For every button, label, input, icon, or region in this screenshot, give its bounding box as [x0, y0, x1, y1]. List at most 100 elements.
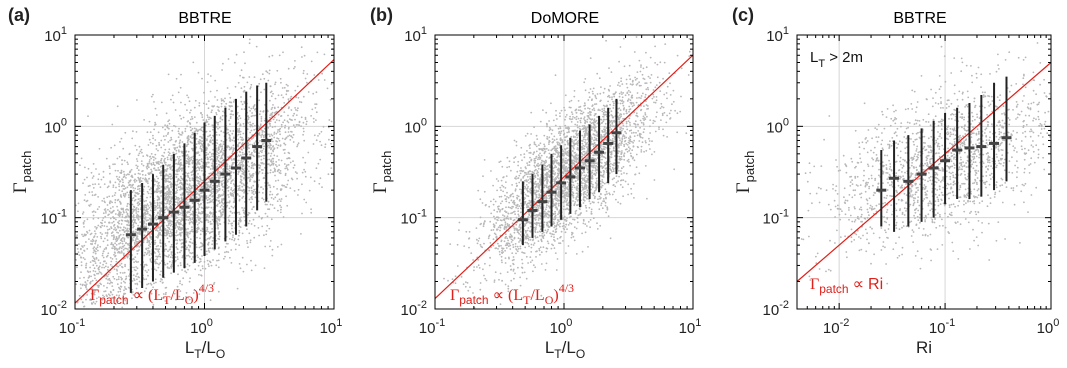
scatter-point	[232, 171, 235, 174]
scatter-point	[164, 198, 167, 201]
scatter-point	[147, 166, 150, 169]
scatter-point	[131, 280, 134, 282]
scatter-point	[302, 133, 304, 136]
scatter-point	[272, 185, 275, 188]
scatter-point	[164, 161, 167, 164]
scatter-point	[190, 186, 193, 189]
scatter-point	[253, 236, 256, 239]
scatter-point	[216, 225, 219, 227]
scatter-point	[240, 69, 243, 72]
scatter-point	[313, 134, 316, 137]
scatter-point	[168, 228, 171, 230]
scatter-point	[105, 277, 108, 280]
scatter-point	[194, 99, 197, 102]
scatter-point	[111, 281, 113, 284]
scatter-point	[127, 221, 130, 224]
scatter-point	[324, 146, 326, 149]
scatter-point	[178, 182, 181, 185]
scatter-point	[125, 288, 128, 290]
scatter-point	[132, 230, 135, 233]
scatter-point	[276, 188, 278, 190]
scatter-point	[148, 251, 151, 254]
scatter-point	[179, 262, 182, 264]
scatter-point	[312, 92, 315, 95]
scatter-point	[253, 150, 255, 153]
scatter-point	[170, 98, 172, 101]
scatter-point	[179, 86, 182, 89]
scatter-point	[132, 210, 135, 212]
scatter-point	[285, 165, 288, 168]
scatter-point	[330, 83, 333, 86]
scatter-point	[156, 180, 158, 183]
scatter-point	[250, 115, 253, 118]
scatter-point	[315, 103, 318, 106]
scatter-point	[187, 228, 189, 230]
scatter-point	[217, 237, 220, 240]
scatter-point	[130, 186, 132, 189]
scatter-point	[143, 185, 146, 188]
scatter-point	[117, 291, 120, 293]
scatter-point	[152, 93, 154, 96]
scatter-point	[229, 137, 232, 140]
scatter-point	[238, 150, 241, 153]
scatter-point	[168, 122, 171, 125]
scatter-point	[81, 252, 84, 254]
scatter-point	[229, 101, 232, 104]
scatter-point	[248, 173, 251, 175]
scatter-point	[206, 253, 208, 256]
scatter-point	[165, 291, 167, 294]
scatter-point	[259, 164, 262, 167]
scatter-point	[239, 267, 242, 270]
scatter-point	[289, 139, 292, 141]
scatter-point	[166, 234, 168, 236]
scatter-point	[328, 119, 331, 121]
scatter-point	[188, 191, 191, 194]
scatter-point	[189, 118, 192, 121]
scatter-point	[229, 130, 232, 132]
scatter-point	[250, 167, 253, 169]
scatter-point	[126, 186, 129, 189]
scatter-point	[168, 152, 171, 155]
scatter-point	[148, 177, 151, 180]
scatter-point	[127, 220, 130, 223]
scatter-point	[150, 162, 153, 165]
scatter-point	[198, 154, 201, 157]
scatter-point	[297, 188, 300, 191]
scatter-point	[179, 168, 182, 171]
scatter-point	[269, 155, 272, 157]
scatter-point	[87, 115, 89, 118]
scatter-point	[187, 210, 190, 213]
scatter-point	[218, 253, 220, 256]
scatter-point	[219, 116, 222, 119]
scatter-point	[217, 227, 220, 229]
scatter-point	[250, 187, 253, 190]
scatter-point	[303, 54, 306, 57]
scatter-point	[283, 102, 286, 104]
scatter-point	[277, 193, 279, 195]
scatter-point	[258, 234, 260, 237]
scatter-point	[208, 265, 210, 267]
scatter-point	[118, 247, 121, 250]
scatter-point	[85, 264, 87, 267]
scatter-point	[113, 253, 115, 256]
scatter-point	[116, 239, 119, 242]
scatter-point	[146, 283, 148, 286]
scatter-point	[221, 69, 224, 71]
scatter-point	[181, 256, 184, 259]
scatter-point	[293, 112, 296, 115]
scatter-point	[210, 177, 213, 180]
scatter-point	[111, 258, 114, 260]
scatter-point	[206, 228, 209, 231]
scatter-point	[316, 51, 319, 54]
scatter-point	[166, 262, 169, 265]
scatter-point	[173, 147, 176, 149]
scatter-point	[147, 185, 150, 188]
scatter-point	[189, 126, 192, 129]
scatter-point	[215, 134, 218, 136]
scatter-point	[146, 271, 148, 273]
scatter-point	[222, 149, 225, 152]
scatter-point	[103, 266, 106, 269]
scatter-point	[208, 198, 211, 201]
scatter-point	[199, 165, 202, 168]
